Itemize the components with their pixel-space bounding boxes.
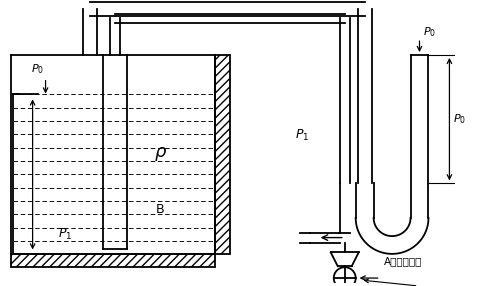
Text: $P_0$: $P_0$ <box>454 112 466 126</box>
Bar <box>11 254 215 267</box>
Bar <box>215 55 230 254</box>
Text: $P_0$: $P_0$ <box>424 25 436 39</box>
Text: A型吹扫装置: A型吹扫装置 <box>384 256 422 266</box>
Text: $\rho$: $\rho$ <box>154 145 167 163</box>
Text: $P_1$: $P_1$ <box>59 227 73 242</box>
Text: $P_1$: $P_1$ <box>295 128 309 143</box>
Text: $P_0$: $P_0$ <box>31 62 44 76</box>
Text: B: B <box>156 203 164 216</box>
